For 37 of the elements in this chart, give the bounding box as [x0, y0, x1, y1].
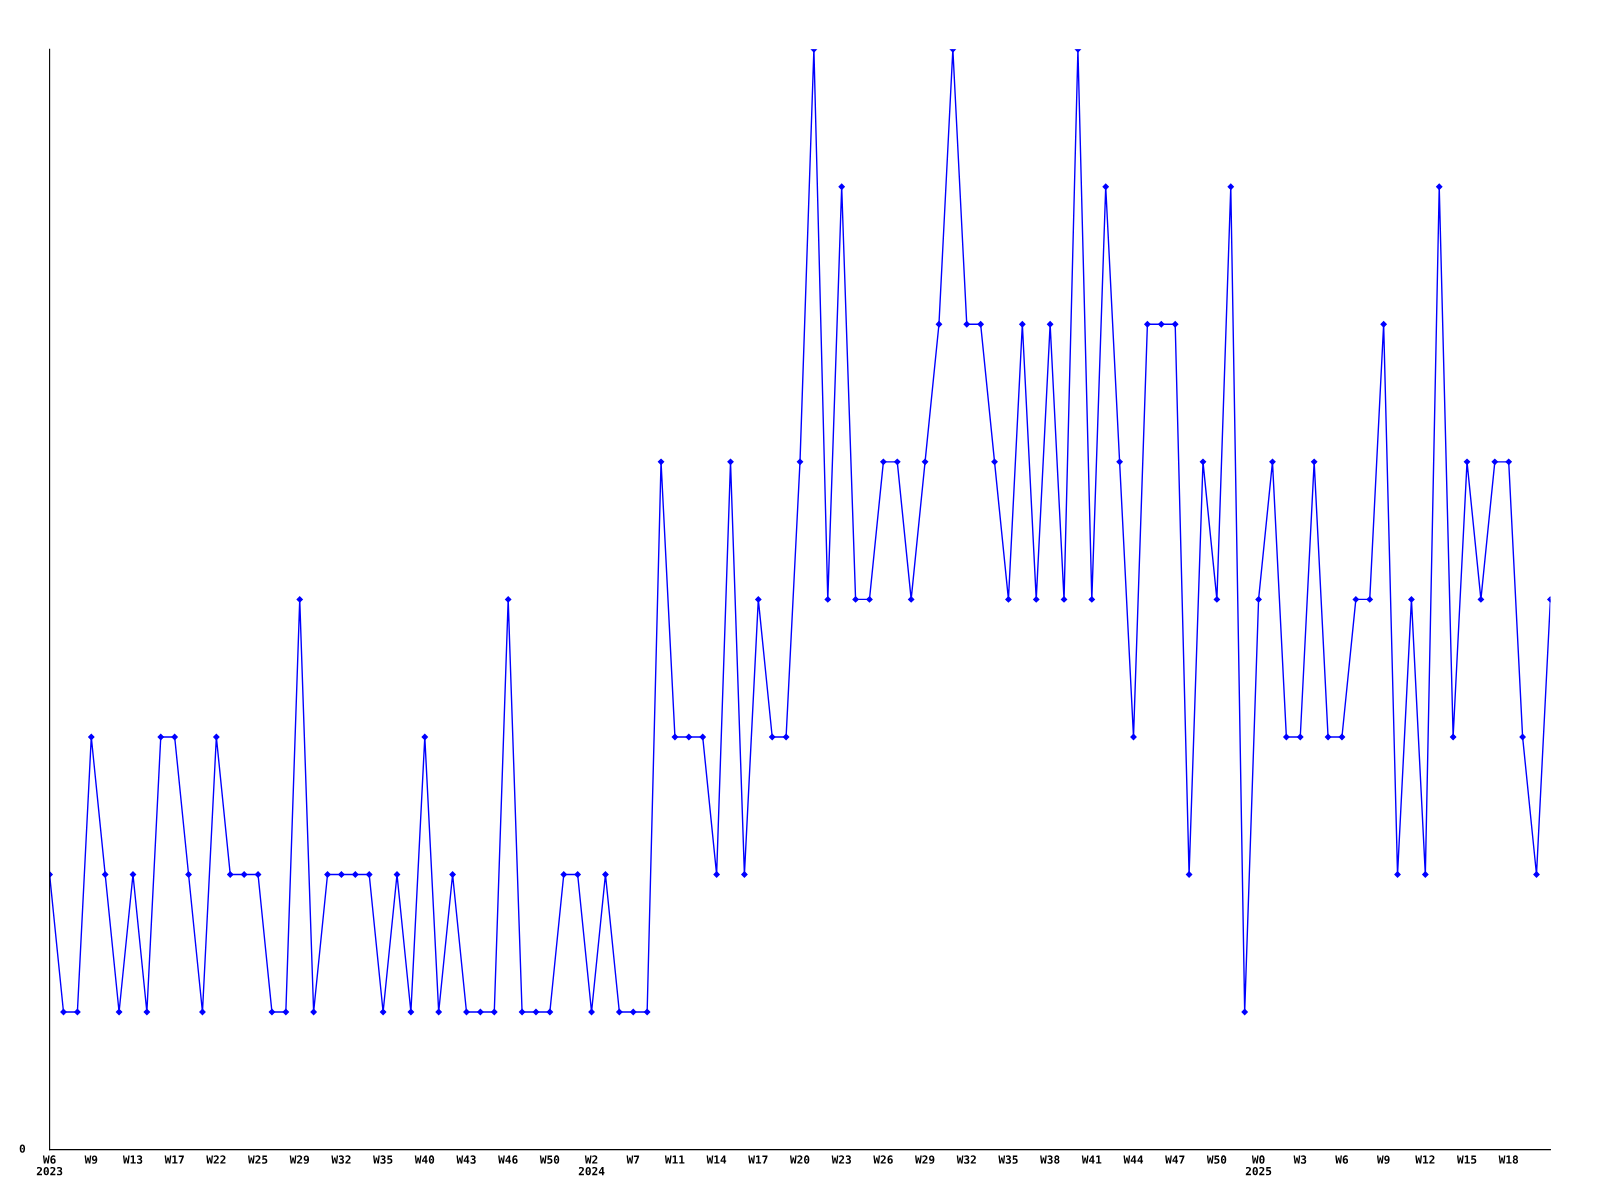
x-tick-label: W38: [1040, 1155, 1060, 1164]
x-tick-label: W9: [1376, 1155, 1390, 1164]
x-tick-label: W14: [706, 1155, 727, 1164]
x-tick-label: W6: [1335, 1155, 1349, 1164]
x-tick-label: W29: [289, 1155, 310, 1164]
x-tick-label: W44: [1123, 1155, 1144, 1164]
x-tick-label: W50: [539, 1155, 560, 1164]
text: 0: [19, 1144, 26, 1153]
x-tick-label: W47: [1165, 1155, 1185, 1164]
x-tick-label: W20: [789, 1155, 810, 1164]
x-tick-label: W32: [331, 1155, 351, 1164]
x-tick-label: W23: [831, 1155, 851, 1164]
x-tick-label: W17: [164, 1155, 184, 1164]
x-tick-label: W12: [1415, 1155, 1435, 1164]
x-tick-label: W35: [373, 1155, 393, 1164]
x-tick-label: W35: [998, 1155, 1018, 1164]
x-tick-label: W41: [1081, 1155, 1102, 1164]
x-tick-label: W2 2024: [578, 1155, 605, 1176]
x-tick-label: W22: [206, 1155, 226, 1164]
x-tick-label: W13: [122, 1155, 143, 1164]
x-tick-label: W43: [456, 1155, 476, 1164]
x-tick-label: W40: [414, 1155, 435, 1164]
x-tick-label: W11: [664, 1155, 685, 1164]
x-tick-label: W6 2023: [36, 1155, 63, 1176]
x-tick-label: W9: [84, 1155, 98, 1164]
x-tick-label: W29: [915, 1155, 935, 1164]
x-tick-label: W25: [248, 1155, 268, 1164]
x-tick-label: W46: [498, 1155, 518, 1164]
x-tick-label: W0 2025: [1245, 1155, 1272, 1176]
x-tick-label: W18: [1498, 1155, 1519, 1164]
x-tick-label: W32: [956, 1155, 976, 1164]
x-tick-label: W17: [748, 1155, 768, 1164]
x-tick-label: W50: [1206, 1155, 1227, 1164]
x-tick-label: W26: [873, 1155, 893, 1164]
x-tick-label: W3: [1293, 1155, 1307, 1164]
x-tick-label: W7: [626, 1155, 640, 1164]
x-tick-label: W15: [1456, 1155, 1477, 1164]
